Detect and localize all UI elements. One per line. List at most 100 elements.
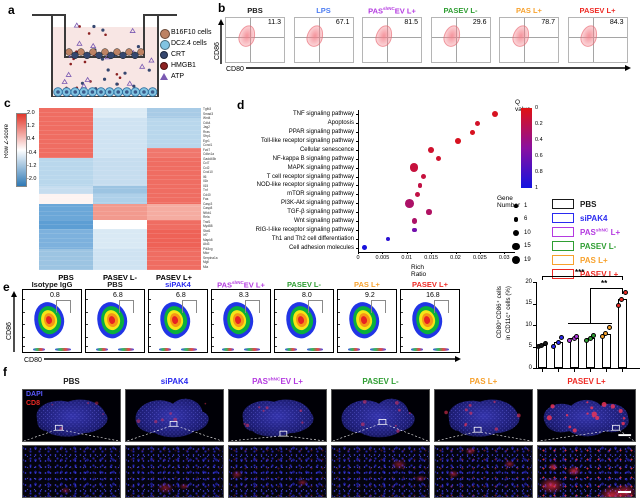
flow-plot-e: 9.2 — [337, 289, 397, 353]
data-point — [599, 333, 605, 339]
cd8-blob — [296, 478, 308, 487]
heatmap-cell — [39, 158, 93, 186]
axis-tick — [212, 336, 214, 338]
tumor-section-graphic — [23, 390, 120, 441]
label-superscript: shNC — [595, 228, 609, 234]
data-point — [551, 344, 557, 349]
panel-letter-a: a — [8, 3, 15, 17]
panel-f-column-title: siPAK4 — [125, 378, 224, 386]
heatmap-cell — [39, 148, 93, 159]
kegg-dot — [455, 138, 461, 144]
flow-plot-b: 29.6 — [430, 17, 491, 63]
bar-y-tick — [533, 346, 536, 348]
axis-tick — [338, 345, 340, 347]
flow-plot-title: PASshNCEV L+ — [362, 6, 422, 15]
panel-letter-e: e — [3, 280, 10, 294]
heatmap-row-block — [39, 219, 201, 230]
axis-tick — [23, 324, 25, 326]
heatmap-colorbar — [16, 113, 27, 187]
gate-outline — [308, 299, 324, 313]
gate-percentage: 6.8 — [176, 292, 186, 299]
transwell-diagram — [20, 5, 220, 98]
label-text: PASEV L+ — [412, 280, 448, 289]
data-point — [603, 331, 609, 337]
label-text: PBS — [107, 280, 123, 289]
kegg-x-tick-label: 0.015 — [424, 255, 438, 261]
tumor-zoom-image — [22, 445, 121, 498]
bar-y-tick-label: 5 — [528, 343, 532, 349]
bar-x-tick — [574, 369, 575, 372]
qvalue-colorbar — [521, 108, 532, 188]
bar-chart: CD80⁺CD86⁺ cells in CD11c⁺ cells (%) 0 5 10 1… — [494, 268, 640, 376]
heatmap-row-block — [39, 185, 201, 194]
gate-outline — [182, 299, 198, 313]
kegg-x-tick — [455, 252, 457, 254]
debris-smear — [180, 348, 197, 351]
panel-letter-f: f — [3, 365, 7, 379]
kegg-row-tick — [356, 247, 358, 249]
significance-line — [568, 322, 612, 324]
panel-e-x-axis-label: CD80 — [24, 357, 42, 364]
significance-line — [542, 276, 622, 277]
cd8-speckle-layer — [126, 446, 223, 497]
density-blob — [373, 23, 395, 49]
gate-percentage: 8.0 — [302, 292, 312, 299]
kegg-pathway-label: mTOR signaling pathway — [287, 191, 354, 198]
bar-y-tick — [533, 303, 536, 305]
kegg-pathway-label: PI3K-Akt signaling pathway — [280, 200, 354, 207]
kegg-pathway-label: Apoptosis — [327, 120, 354, 127]
axis-tick — [212, 345, 214, 347]
debris-smear — [369, 348, 386, 351]
heatmap-cell — [93, 158, 147, 186]
kegg-row-tick — [356, 167, 358, 169]
qvalue-tick-label: 1 — [535, 185, 539, 191]
debris-smear — [96, 348, 109, 351]
cd8-blob — [231, 470, 243, 479]
bar — [601, 333, 611, 368]
significance-line — [622, 276, 623, 280]
axis-tick — [401, 345, 403, 347]
heatmap-gene-labels: Tgfb3 Smad3 Wnt4 Cdk4 Jag2 Rras Sfrp1 Eg… — [203, 107, 218, 269]
heatmap-cell — [93, 219, 147, 230]
data-point — [616, 302, 622, 308]
data-point — [606, 325, 612, 331]
cd8-speckle-layer — [229, 446, 326, 497]
colorbar-tick-label: 0.4 — [27, 136, 35, 143]
significance-line — [542, 276, 543, 280]
heatmap-cell — [39, 229, 93, 249]
flow-plot-b: 67.1 — [293, 17, 354, 63]
dc24-cell-icon — [160, 40, 170, 50]
debris-smear — [222, 348, 235, 351]
tumor-section-graphic — [538, 390, 635, 441]
label-text: Isotype IgG — [31, 280, 73, 289]
debris-smear — [285, 348, 298, 351]
quadrant-hline — [363, 37, 421, 39]
bar-y-tick — [533, 282, 536, 283]
cd8-blob — [503, 460, 515, 468]
label-text: PAS L+ — [580, 256, 608, 265]
kegg-x-tick-label: 0.005 — [375, 255, 390, 261]
heatmap-cell — [93, 193, 147, 204]
flow-plot-e: 0.8 — [22, 289, 82, 353]
kegg-dot — [435, 156, 441, 162]
data-point — [622, 290, 628, 296]
heatmap-row-block — [39, 248, 201, 270]
density-blob — [510, 23, 532, 49]
cd8-speckle-layer — [332, 446, 429, 497]
kegg-dot — [421, 174, 427, 180]
density-blob — [236, 23, 258, 49]
cd8-blob — [566, 466, 581, 476]
group-legend-label: PASEV L- — [580, 242, 616, 251]
quadrant-hline — [568, 37, 627, 39]
gate-percentage: 8.3 — [239, 292, 249, 299]
legend-item-label: ATP — [171, 73, 185, 80]
label-text: L+ — [608, 228, 621, 237]
axis-tick — [338, 311, 340, 313]
cd8-blob — [448, 470, 460, 478]
density-blob — [441, 23, 463, 49]
axis-tick — [212, 299, 214, 301]
significance-label: *** — [575, 268, 585, 277]
panel-f-column-title: PBS — [22, 378, 121, 386]
group-legend-item: PASEV L- — [552, 241, 640, 252]
